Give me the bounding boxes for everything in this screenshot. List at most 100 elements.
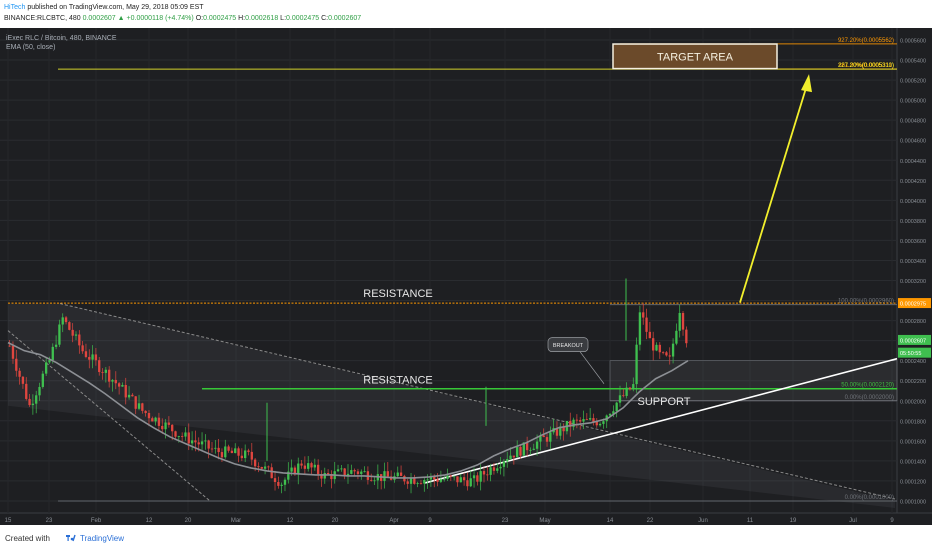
candle-body [51,346,54,361]
y-tick-label: 0.0005200 [900,79,926,85]
candle-body [91,354,94,360]
x-tick-label: 9 [428,518,432,524]
candle-body [124,384,127,398]
y-tick-label: 0.0001600 [900,439,926,445]
price-label-tag [898,347,931,358]
candle-body [78,334,81,346]
legend-indicator: EMA (50, close) [6,44,56,51]
fib-level-label: 50.00%(0.0002120) [841,383,894,389]
candle-body [240,455,244,459]
candle-body [104,369,108,373]
x-tick-label: 22 [647,518,654,524]
candle-body [545,437,549,442]
candle-body [227,446,230,451]
breakout-pointer [579,351,605,384]
y-tick-label: 0.0001200 [900,479,926,485]
x-tick-label: 9 [890,518,894,524]
candle-body [194,440,197,443]
candle-body [436,479,439,482]
fib-level-label: 0.00%(0.0002000) [845,395,894,401]
ohlc-high: H:0.0002618 [238,15,279,22]
y-tick-label: 0.0004000 [900,199,926,205]
x-tick-label: 15 [5,518,12,524]
candle-body [197,442,200,445]
y-tick-label: 0.0003800 [900,219,926,225]
x-tick-label: 12 [287,518,294,524]
fib-box [609,360,898,402]
candle-body [293,467,297,475]
footer: Created with TradingView [0,525,932,550]
candle-body [81,345,84,352]
price-change: +0.0000118 (+4.74%) [126,15,194,22]
candle-body [134,396,137,409]
candle-body [492,467,496,471]
published-text: published on TradingView.com, May 29, 20… [27,4,204,11]
candle-body [114,379,117,384]
candle-body [588,418,592,420]
y-tick-label: 0.0004200 [900,179,926,185]
candle-body [479,471,482,482]
author-link[interactable]: HiTech [4,4,26,11]
candle-body [267,466,270,468]
publish-info: HiTech published on TradingView.com, May… [4,4,204,11]
y-tick-label: 0.0005400 [900,59,926,65]
x-tick-label: Mar [231,518,241,524]
x-tick-label: 23 [46,518,53,524]
y-tick-label: 0.0002200 [900,379,926,385]
candle-body [310,463,313,468]
candle-body [469,478,472,487]
candle-body [562,426,565,432]
y-tick-label: 0.0003400 [900,259,926,265]
target-arrow-line [739,87,807,303]
resistance-label-mid: RESISTANCE [363,375,432,387]
candle-body [446,475,449,479]
candle-body [54,344,58,347]
price-axis [897,28,932,525]
tradingview-logo-icon [66,534,76,542]
fib-level-label: 0.00%(0.0001000) [845,495,894,501]
x-tick-label: May [539,518,550,524]
y-tick-label: 0.0004800 [900,119,926,125]
breakout-callout [547,337,589,353]
candle-body [94,354,98,361]
created-with-text: Created with [5,534,50,543]
candle-body [204,440,207,442]
last-price: 0.0002607 [82,15,116,22]
candle-body [144,410,147,414]
ohlc-open: O:0.0002475 [195,15,237,22]
candle-body [326,472,330,475]
ohlc-low: L:0.0002475 [280,15,320,22]
tradingview-brand[interactable]: TradingView [80,534,125,543]
candle-body [668,355,671,357]
channel-bottom-line [7,330,211,502]
candle-body [532,448,535,450]
candle-body [61,317,64,325]
x-tick-label: 19 [790,518,797,524]
candle-body [300,463,303,466]
candle-body [429,476,433,480]
candle-body [569,421,572,427]
candle-body [18,370,21,377]
candle-body [180,436,184,437]
candle-body [456,476,459,483]
candle-body [409,478,413,484]
chart-area[interactable]: 0.0005600 0.0005400 0.0005200 0.0005000 0.00… [0,28,932,525]
candle-body [121,384,124,387]
candle-body [277,482,280,486]
candle-body [280,484,283,486]
candle-body [628,387,632,390]
candle-body [171,424,174,432]
candle-body [297,463,300,475]
y-tick-label: 0.0001800 [900,419,926,425]
candle-body [671,343,675,357]
chart-svg: 0.0005600 0.0005400 0.0005200 0.0005000 0.00… [0,28,932,525]
candle-body [101,372,104,373]
candle-body [48,360,51,363]
x-tick-label: 20 [185,518,192,524]
candle-body [38,386,41,396]
candle-body [263,466,267,469]
y-tick-label: 0.0005600 [900,39,926,45]
candle-body [234,448,237,454]
candle-body [257,466,260,468]
